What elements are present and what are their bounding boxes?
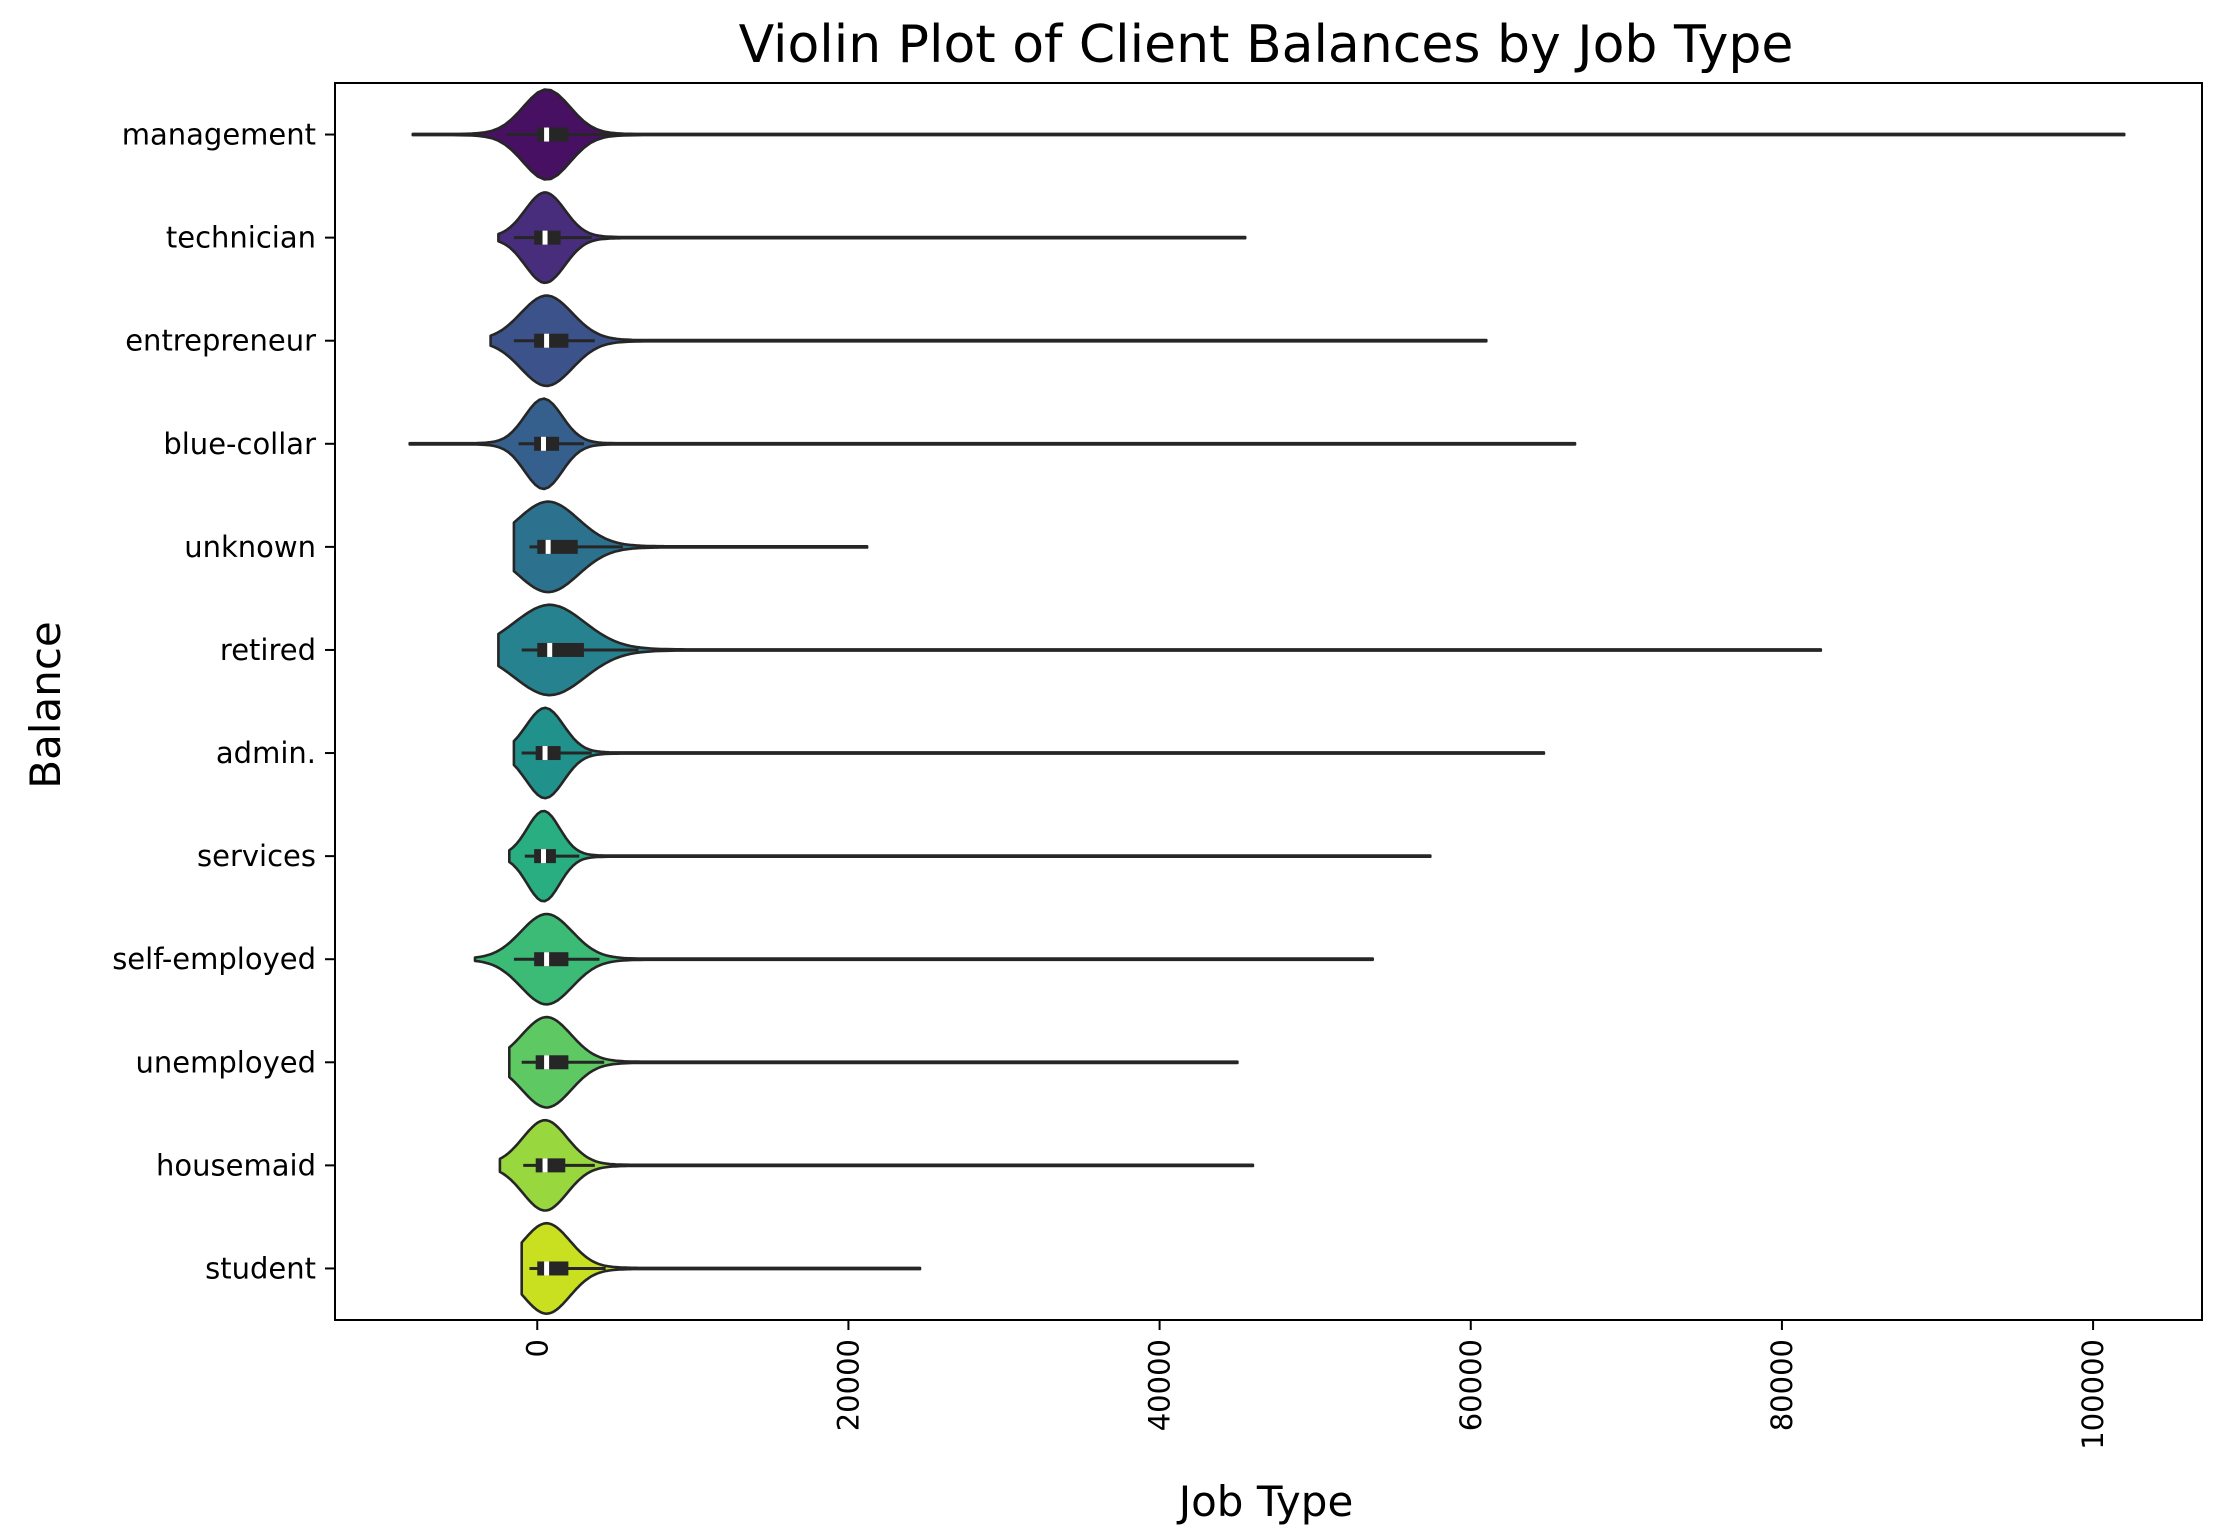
x-tick-label: 80000 — [1765, 1339, 1799, 1431]
y-tick-label: services — [197, 839, 316, 873]
y-axis-ticks: management technician entrepreneur blue-col… — [112, 118, 335, 1285]
violin-admin. — [512, 706, 1546, 800]
iqr-box — [535, 746, 561, 761]
y-tick-label: self-employed — [112, 942, 316, 976]
violin-body — [498, 1118, 1255, 1212]
x-tick-label: 60000 — [1454, 1339, 1488, 1431]
median-marker — [544, 1261, 550, 1276]
violin-body — [473, 912, 1374, 1006]
violin-body — [411, 88, 2126, 181]
iqr-box — [534, 952, 569, 967]
median-marker — [544, 1055, 550, 1070]
x-tick-label: 20000 — [831, 1339, 865, 1431]
violin-unemployed — [508, 1015, 1239, 1109]
violin-services — [508, 809, 1432, 903]
iqr-box — [537, 127, 569, 142]
median-marker — [542, 746, 548, 761]
median-marker — [547, 642, 553, 657]
violin-blue-collar — [408, 397, 1577, 491]
iqr-box — [535, 1158, 566, 1173]
violin-management — [411, 88, 2126, 181]
median-marker — [544, 127, 550, 142]
iqr-box — [537, 539, 578, 554]
iqr-box — [537, 1261, 569, 1276]
violin-body — [489, 294, 1488, 388]
x-tick-label: 40000 — [1143, 1339, 1177, 1431]
violin-housemaid — [498, 1118, 1255, 1212]
x-tick-label: 100000 — [2076, 1339, 2110, 1450]
y-axis-title: Balance — [21, 621, 70, 789]
violin-body — [520, 1221, 922, 1315]
y-tick-label: blue-collar — [163, 427, 316, 461]
iqr-box — [534, 436, 560, 451]
chart-title: Violin Plot of Client Balances by Job Ty… — [739, 15, 1794, 75]
median-marker — [542, 230, 548, 245]
violin-body — [512, 500, 869, 594]
plot-frame — [334, 82, 2203, 1321]
median-marker — [542, 1158, 548, 1173]
violin-body — [408, 397, 1577, 491]
y-tick-label: technician — [166, 221, 316, 255]
violin-body — [497, 603, 1823, 697]
y-tick-label: unknown — [184, 530, 316, 564]
iqr-box — [537, 642, 584, 657]
median-marker — [540, 849, 546, 864]
violin-body — [497, 191, 1247, 285]
violin-unknown — [512, 500, 869, 594]
violin-body — [508, 1015, 1239, 1109]
x-tick-label: 0 — [520, 1339, 554, 1357]
iqr-box — [534, 333, 569, 348]
y-tick-label: admin. — [216, 736, 316, 770]
y-tick-label: housemaid — [156, 1148, 316, 1182]
median-marker — [544, 333, 550, 348]
median-marker — [540, 436, 546, 451]
y-tick-label: retired — [220, 633, 316, 667]
violin-body — [512, 706, 1546, 800]
x-axis-ticks: 0 20000 40000 60000 80000 100000 — [520, 1320, 2110, 1450]
y-tick-label: management — [122, 118, 316, 152]
violins-layer — [408, 88, 2126, 1315]
y-tick-label: student — [205, 1251, 316, 1285]
violin-body — [508, 809, 1432, 903]
iqr-box — [535, 1055, 569, 1070]
violin-entrepreneur — [489, 294, 1488, 388]
y-tick-label: entrepreneur — [125, 324, 316, 358]
violin-self-employed — [473, 912, 1374, 1006]
y-tick-label: unemployed — [136, 1045, 316, 1079]
x-axis-title: Job Type — [1176, 1477, 1354, 1526]
median-marker — [544, 952, 550, 967]
violin-student — [520, 1221, 922, 1315]
median-marker — [545, 539, 551, 554]
violin-retired — [497, 603, 1823, 697]
violin-technician — [497, 191, 1247, 285]
